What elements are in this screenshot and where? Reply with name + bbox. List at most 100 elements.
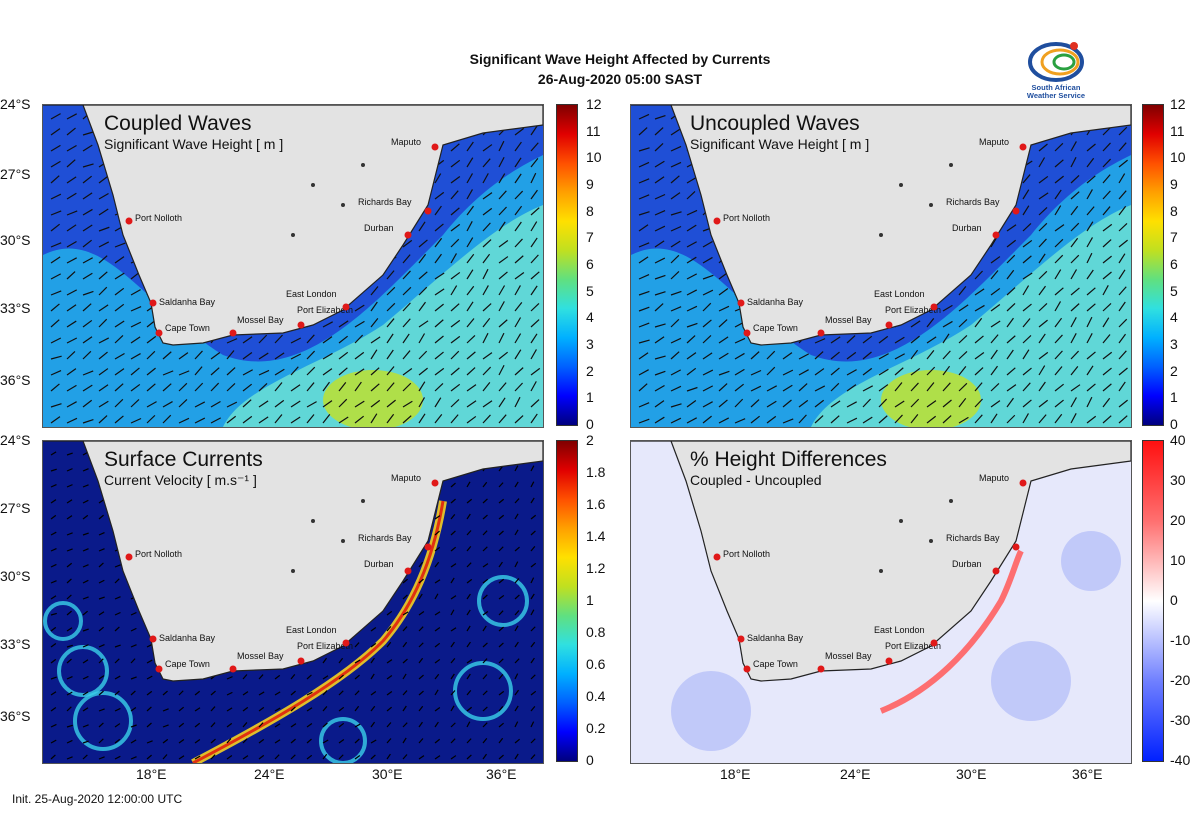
colorbar-tick-label: 5: [586, 282, 594, 299]
city-label: Maputo: [391, 473, 421, 483]
lat-label-top-24s: 24°S: [0, 96, 31, 112]
panel-subtitle-differences: Coupled - Uncoupled: [690, 472, 822, 488]
map-panel-surface-currents: Maputo Richards Bay Durban Port Nolloth Sald…: [42, 440, 544, 764]
logo-text-line1: South African: [1031, 83, 1081, 92]
wave-zone-high: [811, 205, 1131, 427]
city-marker: [229, 329, 237, 337]
colorbar-tick-label: 5: [1170, 282, 1178, 299]
city-marker: [431, 143, 439, 151]
lon-label-left-36e: 36°E: [486, 766, 517, 782]
colorbar-tick-label: 0.8: [586, 624, 606, 640]
city-marker: [885, 321, 893, 329]
city-label: Mossel Bay: [825, 651, 872, 661]
city-label: Richards Bay: [358, 533, 412, 543]
city-marker: [713, 217, 721, 225]
eddy: [477, 575, 529, 627]
city-markers: Maputo Richards Bay Durban Port Nolloth Sald…: [713, 137, 1027, 337]
chart-title-line1: Significant Wave Height Affected by Curr…: [469, 51, 771, 67]
city-label: Durban: [952, 559, 982, 569]
colorbar-ticks-coupled: 12 11 10 9 8 7 6 5 4 3 2 1 0: [586, 96, 610, 436]
colorbar-tick-label: 11: [1170, 122, 1185, 139]
city-label: Saldanha Bay: [159, 297, 216, 307]
chart-title-line2: 26-Aug-2020 05:00 SAST: [537, 71, 703, 87]
colorbar-ticks-uncoupled: 12 11 10 9 8 7 6 5 4 3 2 1 0: [1170, 96, 1200, 436]
city-label: Mossel Bay: [825, 315, 872, 325]
city-marker: [992, 567, 1000, 575]
lat-label-top-36s: 36°S: [0, 372, 31, 388]
city-label: Durban: [952, 223, 982, 233]
colorbar-tick-label: 0.2: [586, 720, 606, 736]
negative-difference-patch: [671, 671, 751, 751]
eddy: [73, 691, 133, 751]
city-markers: Maputo Richards Bay Durban Port Nolloth Sald…: [125, 137, 439, 337]
city-marker: [404, 231, 412, 239]
logo-text: South African Weather Service: [1000, 84, 1112, 100]
colorbar-tick-label: 2: [1170, 362, 1178, 379]
wave-zone-peak: [881, 370, 981, 427]
colorbar-tick-label: 3: [586, 336, 594, 352]
colorbar-tick-label: 4: [586, 309, 594, 326]
lat-label-top-33s: 33°S: [0, 300, 31, 316]
city-label: Richards Bay: [946, 197, 1000, 207]
city-label: Port Elizabeth: [297, 305, 353, 315]
panel-title-differences: % Height Differences: [690, 448, 887, 471]
city-marker: [1012, 543, 1020, 551]
colorbar-tick-label: 0: [586, 416, 594, 432]
inland-feature: [899, 519, 903, 523]
lat-label-bot-33s: 33°S: [0, 636, 31, 652]
city-label: Port Nolloth: [723, 549, 770, 559]
colorbar-surface-currents: [556, 440, 578, 762]
city-label: Durban: [364, 223, 394, 233]
colorbar-tick-label: 20: [1170, 512, 1186, 528]
eddy: [43, 601, 83, 641]
lon-label-left-18e: 18°E: [136, 766, 167, 782]
colorbar-tick-label: 6: [586, 256, 594, 272]
inland-feature: [341, 539, 345, 543]
wave-zone-high: [223, 205, 543, 427]
city-label: Port Elizabeth: [297, 641, 353, 651]
colorbar-tick-label: 7: [1170, 229, 1178, 246]
colorbar-tick-label: 9: [1170, 176, 1178, 192]
city-marker: [229, 665, 237, 673]
colorbar-tick-label: 10: [1170, 552, 1186, 568]
city-marker: [1019, 479, 1027, 487]
inland-feature: [291, 569, 295, 573]
city-marker: [297, 657, 305, 665]
colorbar-tick-label: 30: [1170, 472, 1186, 488]
colorbar-tick-label: 8: [1170, 202, 1178, 219]
city-label: Cape Town: [753, 323, 798, 333]
negative-difference-patch: [1061, 531, 1121, 591]
colorbar-tick-label: 2: [586, 432, 594, 448]
colorbar-tick-label: 0: [1170, 416, 1178, 432]
inland-feature: [949, 499, 953, 503]
city-marker: [155, 329, 163, 337]
colorbar-tick-label: 9: [586, 176, 594, 192]
city-marker: [817, 329, 825, 337]
colorbar-tick-label: 40: [1170, 432, 1186, 448]
colorbar-uncoupled-waves: [1142, 104, 1164, 426]
lat-label-bot-27s: 27°S: [0, 500, 31, 516]
lon-label-right-24e: 24°E: [840, 766, 871, 782]
colorbar-tick-label: 0: [586, 752, 594, 768]
colorbar-tick-label: -40: [1170, 752, 1191, 768]
colorbar-tick-label: 2: [586, 362, 594, 379]
city-marker: [1012, 207, 1020, 215]
map-panel-uncoupled-waves: Maputo Richards Bay Durban Port Nolloth Sald…: [630, 104, 1132, 428]
city-marker: [743, 329, 751, 337]
panel-title-coupled: Coupled Waves: [104, 112, 252, 135]
inland-feature: [949, 163, 953, 167]
colorbar-tick-label: -30: [1170, 712, 1191, 728]
city-marker: [297, 321, 305, 329]
init-timestamp: Init. 25-Aug-2020 12:00:00 UTC: [12, 792, 183, 806]
city-marker: [930, 303, 938, 311]
landmass: [43, 441, 543, 682]
lat-label-bot-30s: 30°S: [0, 568, 31, 584]
city-marker: [342, 639, 350, 647]
city-marker: [155, 665, 163, 673]
city-label: Richards Bay: [946, 533, 1000, 543]
colorbar-tick-label: 7: [586, 229, 594, 246]
lat-label-bot-24s: 24°S: [0, 432, 31, 448]
landmass: [631, 105, 1131, 346]
colorbar-tick-label: 1: [1170, 389, 1178, 406]
city-marker: [737, 635, 745, 643]
